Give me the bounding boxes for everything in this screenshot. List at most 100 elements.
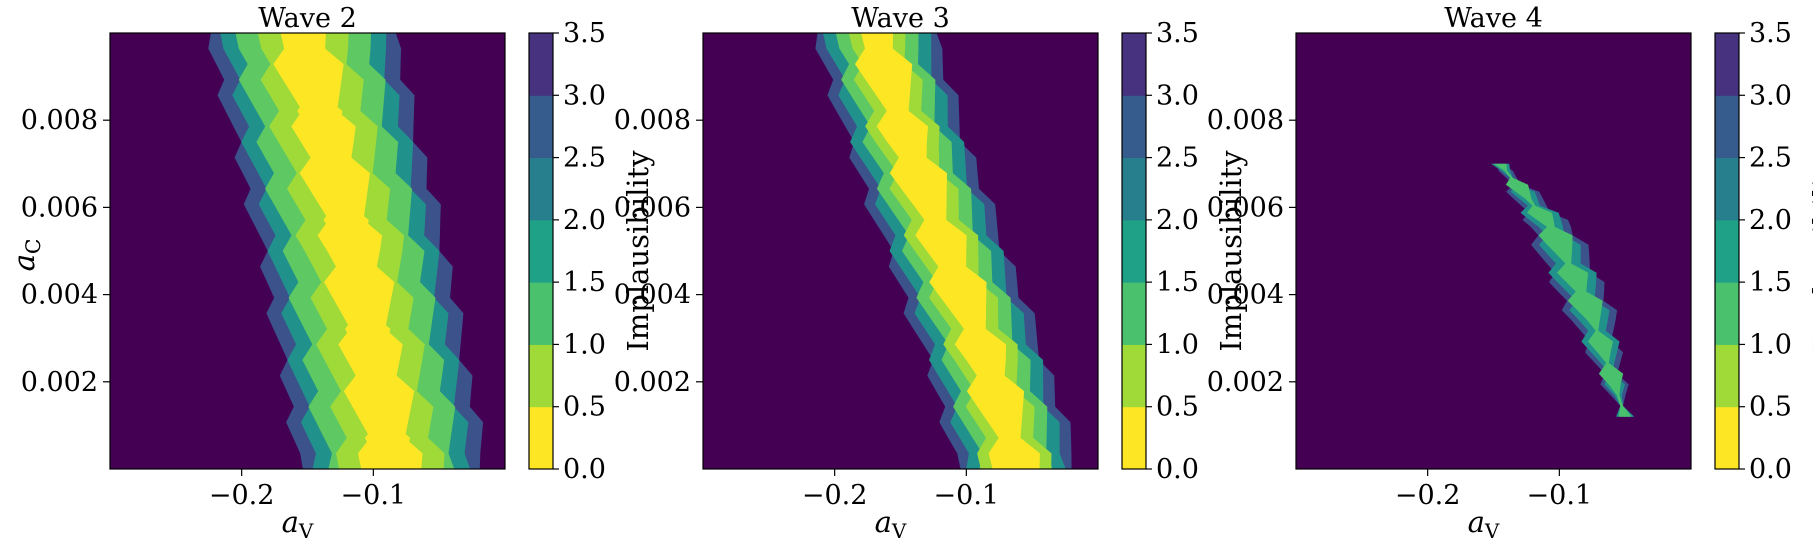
- colorbar-band-5: [1715, 157, 1739, 221]
- colorbar-tick-label: 3.5: [1156, 18, 1199, 49]
- colorbar-tick-label: 1.0: [563, 329, 606, 360]
- y-tick-label: 0.006: [1207, 192, 1284, 223]
- panel-2: Wave 3−0.2 −0.10.0020.0040.0060.008aVaC0.…: [7, 3, 1248, 541]
- colorbar-tick-label: 0.0: [563, 454, 606, 485]
- colorbar-tick-label: 2.0: [1749, 205, 1792, 236]
- colorbar-tick-label: 2.0: [1156, 205, 1199, 236]
- colorbar-band-3: [1122, 282, 1146, 345]
- colorbar-band-1: [1122, 406, 1146, 470]
- colorbar-band-7: [1122, 33, 1146, 96]
- axes-frame: [702, 32, 1099, 470]
- colorbar-tick-label: 3.5: [1749, 18, 1792, 49]
- colorbar-band-5: [1122, 157, 1146, 221]
- x-tick-label: −0.2: [209, 480, 275, 511]
- colorbar-tick-label: 1.5: [1749, 267, 1792, 298]
- x-axis-label-sub: V: [891, 519, 907, 541]
- x-axis-label: aV: [875, 505, 907, 541]
- x-tick-label: −0.2: [1395, 480, 1461, 511]
- y-tick-label: 0.002: [21, 367, 98, 398]
- y-tick-label: 0.006: [614, 192, 691, 223]
- colorbar-tick-label: 2.5: [1749, 143, 1792, 174]
- colorbar-band-1: [529, 406, 553, 470]
- colorbar-label: Implausibility: [1214, 150, 1248, 352]
- panel-title: Wave 3: [851, 3, 950, 34]
- colorbar-tick-label: 0.5: [1749, 392, 1792, 423]
- x-tick-label: −0.1: [934, 480, 1000, 511]
- colorbar-frame: [1714, 32, 1740, 470]
- colorbar: 0.0 0.5 1.0 1.5 2.0 2.5 3.0 3.5 Implausibility: [1121, 18, 1248, 485]
- colorbar-band-1: [1715, 406, 1739, 470]
- colorbar-tick-label: 1.0: [1156, 329, 1199, 360]
- contour-band-6: [289, 33, 411, 469]
- colorbar-tick-label: 2.5: [563, 143, 606, 174]
- y-tick-label: 0.008: [614, 105, 691, 136]
- y-axis-label-sub: C: [21, 239, 45, 254]
- y-axis-label-sub: C: [21, 239, 45, 254]
- colorbar-tick-label: 3.0: [1156, 80, 1199, 111]
- panel-1: Wave 2 −0.2 −0.1 0.002 0.004 0.006 0.008 aV aC 0.…: [7, 3, 655, 541]
- colorbar-band-7: [529, 33, 553, 96]
- y-tick-label: 0.004: [1207, 280, 1284, 311]
- colorbar-label: Implausibility: [1807, 150, 1813, 352]
- contour-region: [815, 33, 1072, 469]
- colorbar-band-4: [529, 219, 553, 283]
- colorbar-tick-label: 1.5: [563, 267, 606, 298]
- colorbar-band-2: [1715, 344, 1739, 408]
- y-tick-label: 0.006: [21, 192, 98, 223]
- colorbar-tick-label: 0.0: [1749, 454, 1792, 485]
- colorbar-tick-label: 2.0: [563, 205, 606, 236]
- contour-band-3: [1493, 163, 1632, 417]
- colorbar-band-3: [1715, 282, 1739, 345]
- contour-region: [1491, 163, 1635, 417]
- x-axis-label: aV: [1468, 505, 1500, 541]
- colorbar: 0.0 0.5 1.0 1.5 2.0 2.5 3.0 3.5 Implausibility: [1714, 18, 1813, 485]
- y-axis-label: aC: [7, 239, 45, 272]
- y-tick-label: 0.004: [21, 280, 98, 311]
- colorbar-frame: [1121, 32, 1147, 470]
- colorbar-label: Implausibility: [621, 150, 655, 352]
- y-tick-label: 0.008: [21, 105, 98, 136]
- x-tick-label: −0.2: [802, 480, 868, 511]
- colorbar-tick-label: 3.5: [563, 18, 606, 49]
- axes-frame: [1295, 32, 1692, 470]
- panel-3: Wave 4−0.2 −0.10.0020.0040.0060.008aV0.00…: [1207, 3, 1813, 541]
- colorbar-band-2: [1122, 344, 1146, 408]
- y-tick-label: 0.004: [614, 280, 691, 311]
- contour-region: [208, 33, 484, 469]
- colorbar: 0.0 0.5 1.0 1.5 2.0 2.5 3.0 3.5 Implausibility: [528, 18, 655, 485]
- y-axis-label-main: a: [7, 254, 41, 271]
- panel-title: Wave 2: [258, 3, 357, 34]
- x-axis-label-sub: V: [1484, 519, 1500, 541]
- colorbar-band-7: [1715, 33, 1739, 96]
- colorbar-tick-label: 1.0: [1749, 329, 1792, 360]
- colorbar-band-5: [529, 157, 553, 221]
- colorbar-tick-label: 0.5: [1156, 392, 1199, 423]
- x-axis-label: aV: [282, 505, 314, 541]
- axes-frame: [109, 32, 506, 470]
- x-tick-label: −0.1: [341, 480, 407, 511]
- colorbar-frame: [528, 32, 554, 470]
- y-tick-label: 0.002: [1207, 367, 1284, 398]
- colorbar-tick-label: 0.5: [563, 392, 606, 423]
- contour-band-5: [855, 33, 1040, 469]
- colorbar-band-4: [1122, 219, 1146, 283]
- colorbar-band-6: [1122, 95, 1146, 159]
- plot-background: [1296, 33, 1691, 469]
- x-axis-label-main: a: [875, 505, 892, 539]
- y-axis-label: aC: [7, 239, 45, 272]
- y-tick-label: 0.008: [1207, 105, 1284, 136]
- colorbar-tick-label: 0.0: [1156, 454, 1199, 485]
- colorbar-band-6: [1715, 95, 1739, 159]
- x-axis-label-main: a: [1468, 505, 1485, 539]
- x-tick-label: −0.1: [1527, 480, 1593, 511]
- colorbar-tick-label: 3.0: [563, 80, 606, 111]
- panel-title: Wave 4: [1444, 3, 1543, 34]
- colorbar-band-4: [1715, 219, 1739, 283]
- y-axis-label-main: a: [7, 254, 41, 271]
- colorbar-band-3: [529, 282, 553, 345]
- colorbar-tick-label: 3.0: [1749, 80, 1792, 111]
- colorbar-tick-label: 1.5: [1156, 267, 1199, 298]
- colorbar-band-2: [529, 344, 553, 408]
- y-tick-label: 0.002: [614, 367, 691, 398]
